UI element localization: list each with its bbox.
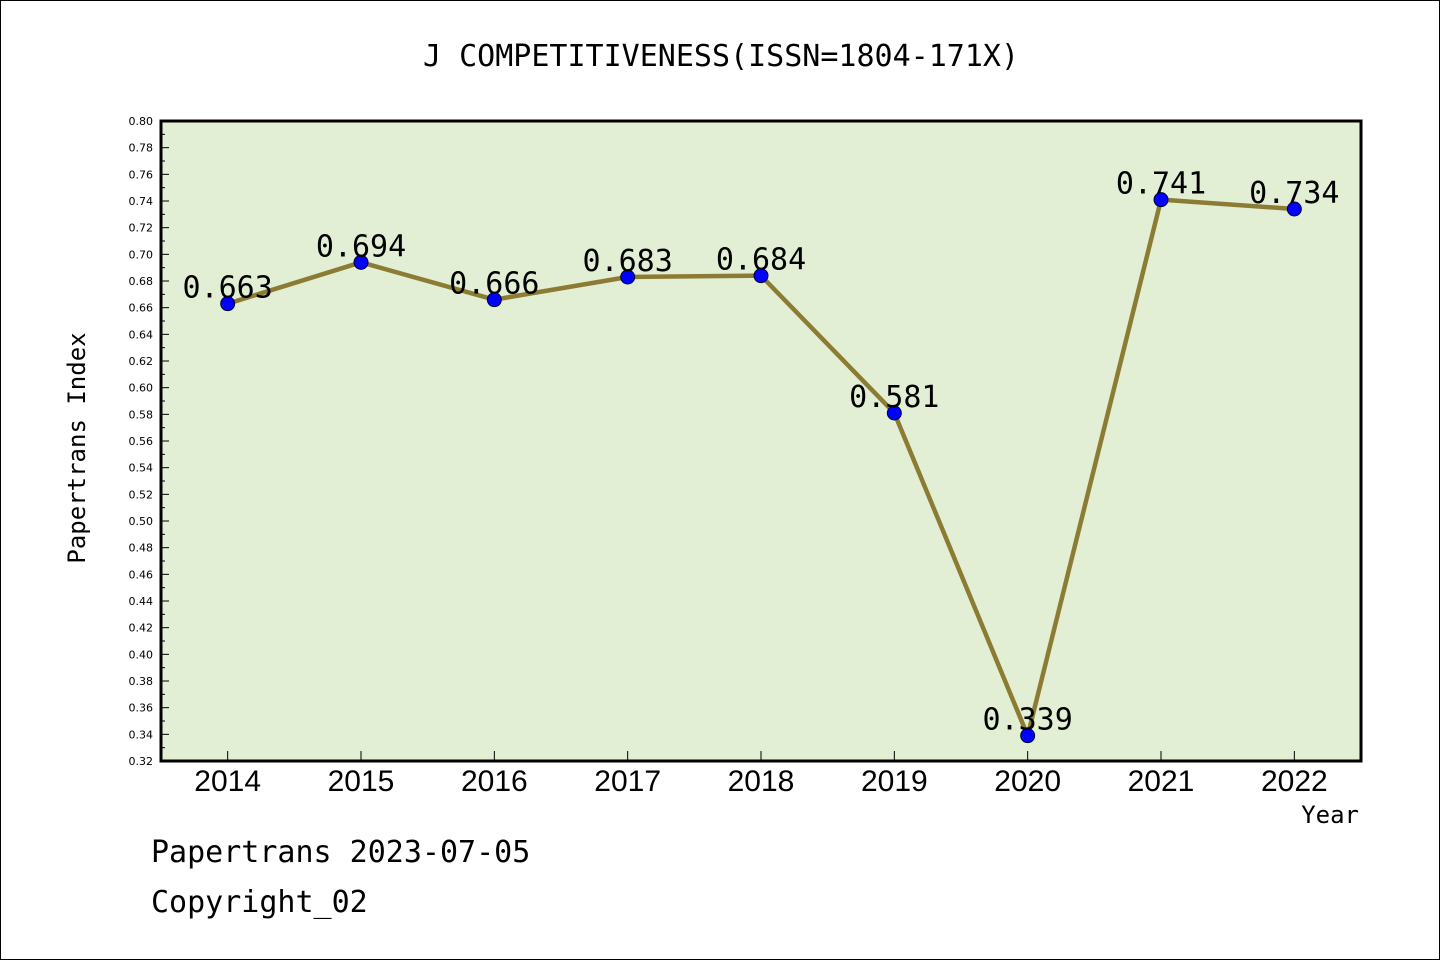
y-tick-label: 0.48 (129, 542, 154, 555)
data-point-marker (886, 405, 902, 421)
y-tick-label: 0.42 (129, 622, 154, 635)
series-markers (220, 192, 1302, 744)
y-tick-label: 0.80 (129, 115, 154, 128)
y-tick-label: 0.54 (129, 462, 154, 475)
x-tick-label: 2021 (1128, 765, 1195, 798)
data-label: 0.694 (316, 229, 406, 264)
data-label: 0.666 (449, 267, 539, 302)
data-label: 0.581 (849, 380, 939, 415)
y-tick-label: 0.64 (129, 328, 154, 341)
y-tick-label: 0.60 (129, 382, 154, 395)
y-tick-label: 0.66 (129, 302, 154, 315)
x-tick-label: 2015 (328, 765, 395, 798)
data-point-marker (486, 292, 502, 308)
y-tick-label: 0.36 (129, 702, 154, 715)
data-labels: 0.663 0.694 0.666 0.683 0.684 0.581 0.339 0.741… (183, 167, 1340, 738)
data-point-marker (1020, 728, 1036, 744)
y-tick-label: 0.68 (129, 275, 154, 288)
data-label: 0.734 (1249, 176, 1339, 211)
y-tick-label: 0.52 (129, 488, 154, 501)
data-label: 0.683 (583, 244, 673, 279)
x-tick-label: 2016 (461, 765, 528, 798)
data-label: 0.663 (183, 271, 273, 306)
plot-area (161, 121, 1361, 761)
data-label: 0.339 (983, 703, 1073, 738)
x-tick-label: 2020 (994, 765, 1061, 798)
y-tick-label: 0.62 (129, 355, 154, 368)
data-point-marker (753, 268, 769, 284)
data-point-marker (353, 254, 369, 270)
data-point-marker (220, 296, 236, 312)
y-tick-label: 0.40 (129, 648, 154, 661)
y-axis-ticks: 0.32 0.34 0.36 0.38 0.40 0.42 0.44 0.46 0.48 0.50… (129, 115, 169, 768)
footer-date: Papertrans 2023-07-05 (151, 835, 531, 870)
y-tick-label: 0.32 (129, 755, 154, 768)
data-point-marker (1286, 201, 1302, 217)
y-tick-label: 0.76 (129, 168, 154, 181)
data-point-marker (1153, 192, 1169, 208)
x-tick-label: 2018 (728, 765, 795, 798)
x-tick-label: 2014 (194, 765, 261, 798)
data-label: 0.741 (1116, 167, 1206, 202)
y-axis-label: Papertrans Index (63, 332, 91, 564)
x-tick-label: 2022 (1261, 765, 1328, 798)
y-tick-label: 0.72 (129, 222, 154, 235)
footer-copyright: Copyright_02 (151, 885, 368, 920)
y-tick-label: 0.34 (129, 728, 154, 741)
x-axis-label: Year (1301, 801, 1359, 829)
chart-title: J COMPETITIVENESS(ISSN=1804-171X) (422, 39, 1020, 74)
y-tick-label: 0.38 (129, 675, 154, 688)
y-tick-label: 0.78 (129, 142, 154, 155)
y-tick-label: 0.56 (129, 435, 154, 448)
data-label: 0.684 (716, 243, 806, 278)
x-axis-ticks: 2014 2015 2016 2017 2018 2019 2020 2021 2022 (194, 751, 1328, 798)
y-tick-label: 0.58 (129, 408, 154, 421)
y-tick-label: 0.70 (129, 248, 154, 261)
y-tick-label: 0.50 (129, 515, 154, 528)
x-tick-label: 2017 (594, 765, 661, 798)
x-tick-label: 2019 (861, 765, 928, 798)
data-point-marker (620, 269, 636, 285)
y-tick-label: 0.44 (129, 595, 154, 608)
y-tick-label: 0.74 (129, 195, 154, 208)
plot-border (159, 119, 1363, 763)
y-tick-label: 0.46 (129, 568, 154, 581)
